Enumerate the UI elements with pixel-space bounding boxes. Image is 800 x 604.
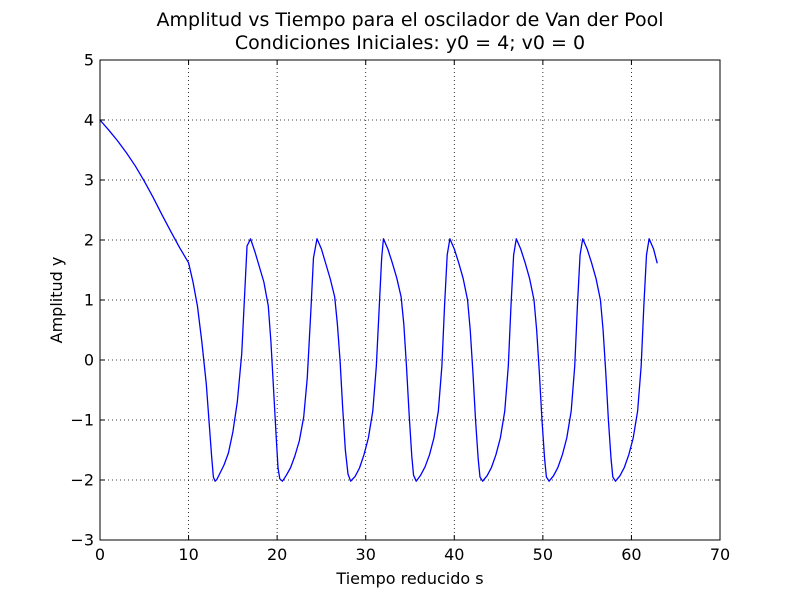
- x-tick-label: 10: [178, 545, 198, 564]
- y-tick-label: 2: [84, 231, 94, 250]
- y-tick-label: 4: [84, 111, 94, 130]
- y-tick-label: 3: [84, 171, 94, 190]
- x-tick-label: 50: [533, 545, 553, 564]
- x-tick-label: 20: [267, 545, 287, 564]
- axis-ticks: 0 10 20 30 40 50 60 70 −3 −2 −1 0 1 2 3 4 5: [70, 51, 730, 565]
- series-layer: [99, 119, 658, 482]
- x-axis-label: Tiempo reducido s: [335, 569, 483, 588]
- chart-title: Amplitud vs Tiempo para el oscilador de …: [157, 9, 664, 31]
- y-tick-label: −3: [70, 531, 94, 550]
- y-tick-label: −1: [70, 411, 94, 430]
- y-tick-label: 5: [84, 51, 94, 70]
- y-axis-label: Amplitud y: [47, 257, 66, 344]
- x-tick-label: 30: [356, 545, 376, 564]
- x-tick-label: 70: [710, 545, 730, 564]
- x-tick-label: 40: [444, 545, 464, 564]
- x-tick-label: 0: [95, 545, 105, 564]
- chart-subtitle: Condiciones Iniciales: y0 = 4; v0 = 0: [235, 32, 585, 54]
- y-tick-label: −2: [70, 471, 94, 490]
- y-tick-label: 1: [84, 291, 94, 310]
- x-tick-label: 60: [621, 545, 641, 564]
- amplitude-series-line: [99, 119, 658, 482]
- y-tick-label: 0: [84, 351, 94, 370]
